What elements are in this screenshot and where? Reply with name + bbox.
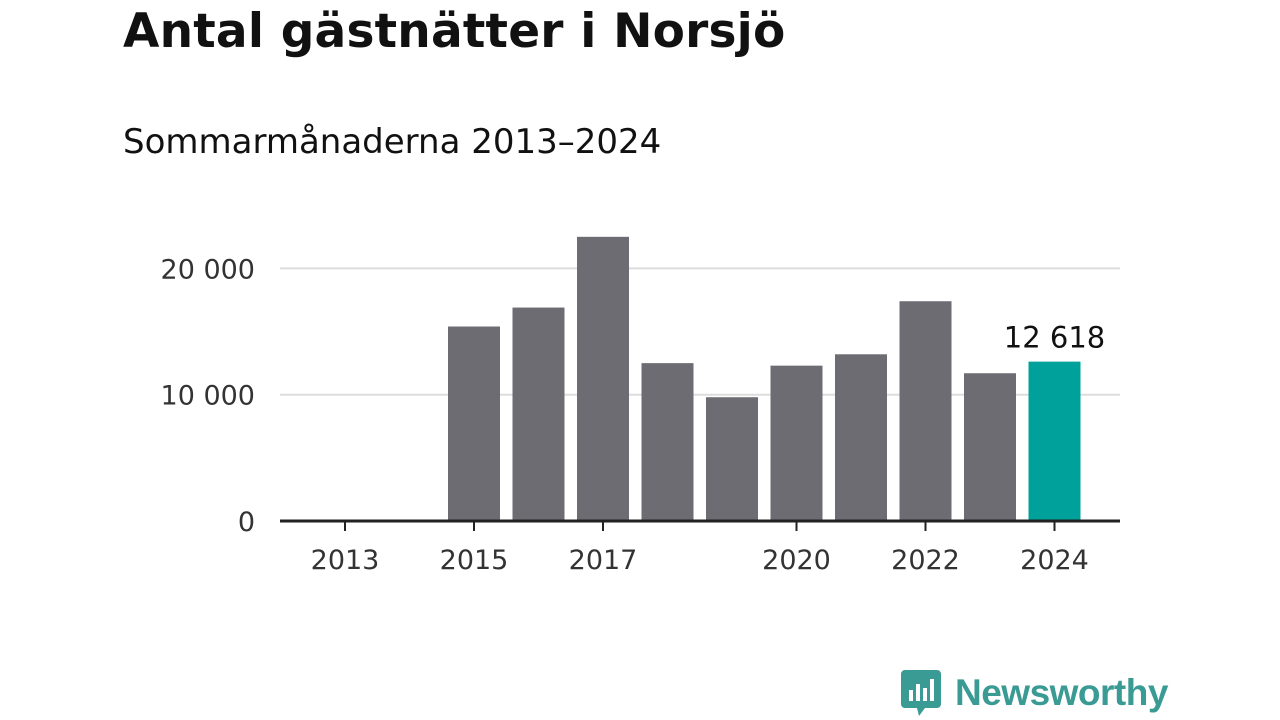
bar-2024 [1028,361,1081,521]
x-tick-label: 2015 [440,545,509,576]
x-tick-label: 2022 [891,545,960,576]
bar-2022 [899,301,952,521]
bar-2020 [770,365,823,521]
bar-chart-speech-bubble-icon [901,670,941,716]
chart-subtitle: Sommarmånaderna 2013–2024 [123,122,662,162]
y-tick-label: 0 [238,507,255,538]
x-tick-label: 2017 [569,545,638,576]
bar-2018 [641,363,694,521]
bar-2019 [706,397,758,521]
x-tick-label: 2024 [1020,545,1089,576]
newsworthy-logo: Newsworthy [901,670,1168,716]
y-tick-label: 10 000 [161,381,255,412]
data-label-2024: 12 618 [1004,321,1105,355]
bar-2017 [577,236,629,521]
x-tick-label: 2013 [311,545,380,576]
bar-2023 [964,373,1016,521]
bar-2016 [512,307,565,521]
y-tick-label: 20 000 [161,254,255,285]
bar-2015 [448,326,500,521]
bar-2021 [835,354,887,521]
chart-title: Antal gästnätter i Norsjö [123,4,786,59]
brand-name: Newsworthy [955,672,1168,713]
x-tick-label: 2020 [762,545,831,576]
